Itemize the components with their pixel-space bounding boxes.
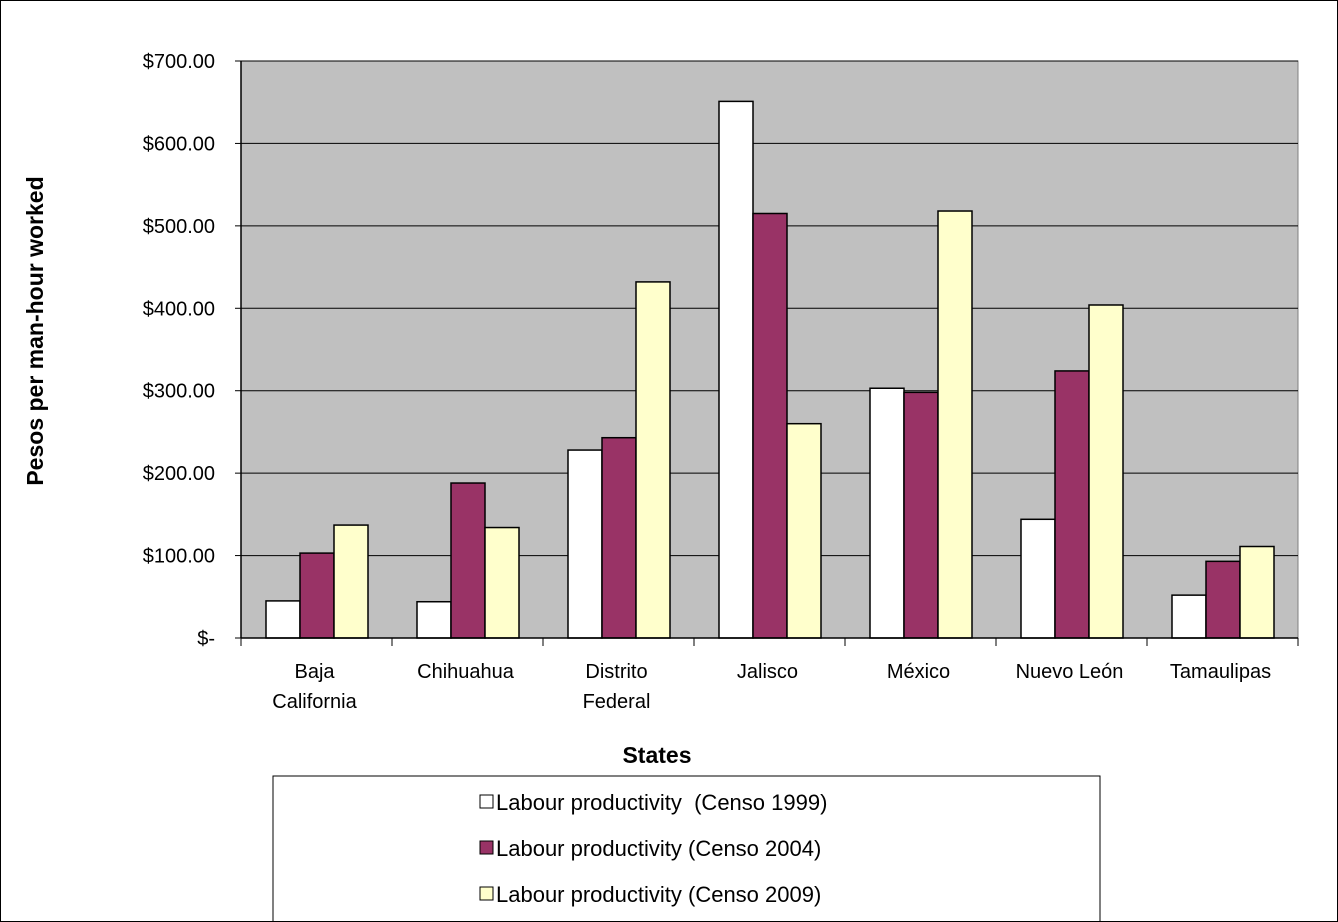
bar-3-6 xyxy=(1088,304,1124,639)
bar-1-6 xyxy=(1020,518,1056,639)
legend-swatch xyxy=(479,840,494,855)
legend-label: Labour productivity (Censo 1999) xyxy=(496,790,827,815)
legend-label: Labour productivity (Censo 2009) xyxy=(496,882,821,907)
legend-box xyxy=(272,775,1101,921)
axes xyxy=(240,61,1298,639)
x-tick-label: Tamaulipas xyxy=(1170,661,1271,683)
bar-2-6 xyxy=(1054,370,1090,639)
y-tick-label: $700.00 xyxy=(143,51,215,73)
y-tick-label: $- xyxy=(197,628,215,650)
bar-1-3 xyxy=(567,449,603,639)
x-tick-label: Distrito xyxy=(585,661,647,683)
bar-1-2 xyxy=(416,600,452,639)
bars xyxy=(265,100,1275,639)
bar-1-4 xyxy=(718,100,754,639)
x-tick-label: México xyxy=(887,661,950,683)
y-tick-label: $600.00 xyxy=(143,133,215,155)
y-tick-label: $400.00 xyxy=(143,298,215,320)
bar-3-4 xyxy=(786,422,822,639)
bar-2-2 xyxy=(450,482,486,639)
bar-3-2 xyxy=(484,526,520,639)
x-tick-label: Baja xyxy=(294,661,335,683)
bar-2-7 xyxy=(1205,560,1241,639)
bar-2-5 xyxy=(903,391,939,639)
legend-swatch xyxy=(479,794,494,809)
bar-3-7 xyxy=(1239,545,1275,639)
legend-label: Labour productivity (Censo 2004) xyxy=(496,836,821,861)
y-tick-label: $200.00 xyxy=(143,463,215,485)
x-axis-title: States xyxy=(622,742,691,768)
bar-1-5 xyxy=(869,387,905,639)
y-tick-labels: $- $100.00 $200.00 $300.00 $400.00 $500.00 $60… xyxy=(143,51,215,650)
y-tick-label: $500.00 xyxy=(143,216,215,238)
x-tick-labels: Baja California Chihuahua Distrito Federal Ja… xyxy=(240,638,1299,713)
bar-2-3 xyxy=(601,436,637,639)
y-axis-title: Pesos per man-hour worked xyxy=(22,176,48,485)
bar-1-7 xyxy=(1171,594,1207,639)
x-tick-label: California xyxy=(272,691,357,713)
y-tick-label: $100.00 xyxy=(143,546,215,568)
x-tick-label: Nuevo León xyxy=(1016,661,1124,683)
bar-2-1 xyxy=(299,552,335,639)
bar-1-1 xyxy=(265,600,301,639)
x-tick-label: Jalisco xyxy=(737,661,798,683)
legend-swatch xyxy=(479,886,494,901)
bar-3-1 xyxy=(333,524,369,639)
bar-3-5 xyxy=(937,210,973,639)
bar-2-4 xyxy=(752,212,788,639)
x-tick-label: Federal xyxy=(583,691,651,713)
legend: Labour productivity (Censo 1999) Labour p… xyxy=(272,775,1101,921)
bar-3-3 xyxy=(635,281,671,639)
x-tick-label: Chihuahua xyxy=(417,661,515,683)
y-tick-label: $300.00 xyxy=(143,381,215,403)
